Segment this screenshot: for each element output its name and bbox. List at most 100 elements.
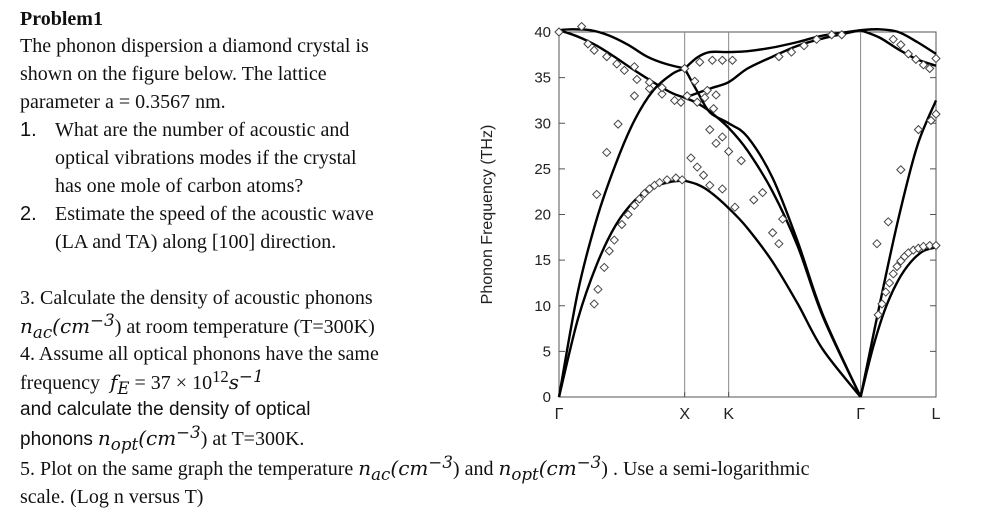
- data-marker: [925, 63, 935, 74]
- data-marker: [657, 82, 667, 93]
- data-marker: [749, 195, 759, 205]
- data-marker: [881, 287, 891, 297]
- q4-tail: ) at T=300K.: [200, 428, 305, 450]
- data-marker: [774, 238, 784, 249]
- data-marker: [644, 77, 655, 87]
- data-marker: [629, 91, 640, 101]
- data-marker: [609, 235, 620, 245]
- data-marker: [711, 138, 721, 149]
- q4-line-3: and calculate the density of optical: [20, 399, 311, 420]
- data-marker: [931, 53, 941, 64]
- data-marker: [736, 155, 746, 166]
- data-marker: [717, 132, 728, 142]
- data-marker: [583, 39, 593, 49]
- x-tick-label: K: [723, 406, 734, 423]
- data-marker: [903, 49, 914, 59]
- q5-unit1: (cm: [390, 456, 429, 480]
- x-tick-label: X: [679, 406, 690, 423]
- data-marker: [695, 57, 705, 67]
- data-marker: [619, 65, 630, 76]
- y-tick-labels: 0 5 10 15 20 25 30 35 40: [534, 24, 936, 406]
- dispersion-branch-1: [558, 28, 685, 70]
- q2-line-2: (LA and TA) along [100] direction.: [55, 231, 337, 253]
- data-marker: [705, 180, 715, 191]
- data-marker: [888, 269, 898, 279]
- data-marker: [662, 175, 672, 185]
- data-marker: [774, 51, 784, 62]
- data-marker: [593, 284, 603, 295]
- q5-var2: n: [498, 456, 512, 480]
- data-marker: [702, 85, 712, 96]
- problem-title: Problem1: [20, 8, 103, 30]
- intro-line-3: parameter a = 0.3567 nm.: [20, 91, 226, 113]
- data-marker: [723, 146, 734, 157]
- data-marker: [599, 262, 609, 273]
- q5-line-1: 5. Plot on the same graph the temperatur…: [20, 454, 810, 484]
- x-tick-label: L: [932, 406, 941, 423]
- y-tick-label: 20: [534, 207, 551, 224]
- data-marker: [589, 45, 599, 55]
- data-marker: [872, 238, 882, 249]
- data-marker: [634, 194, 645, 204]
- data-marker: [707, 55, 718, 65]
- q5-tail: ) . Use a semi-logarithmic: [601, 458, 810, 480]
- data-marker: [931, 109, 941, 119]
- q5-unit2: (cm: [538, 456, 577, 480]
- data-marker: [913, 124, 924, 135]
- data-marker: [877, 299, 887, 309]
- data-marker: [717, 184, 728, 194]
- data-marker: [767, 228, 778, 238]
- data-marker: [705, 124, 715, 135]
- y-tick-label: 40: [534, 24, 551, 41]
- y-tick-label: 35: [534, 70, 551, 87]
- q1-line-2: optical vibrations modes if the crystal: [55, 147, 357, 169]
- data-marker: [926, 115, 936, 126]
- data-marker: [911, 54, 921, 65]
- data-marker: [711, 90, 721, 100]
- data-marker: [717, 55, 728, 65]
- data-marker: [690, 76, 700, 86]
- data-marker: [884, 278, 895, 288]
- data-marker: [888, 34, 898, 45]
- chart-frame: [558, 31, 937, 398]
- data-marker: [602, 147, 612, 158]
- q4-unit2: (cm: [138, 426, 177, 450]
- q3-unit: (cm: [52, 314, 91, 338]
- data-marker: [629, 61, 640, 72]
- data-marker: [654, 177, 665, 188]
- q4-line-2: frequency fE = 37 × 1012s−1: [20, 367, 264, 397]
- data-marker: [692, 162, 702, 172]
- dispersion-branch-9: [684, 96, 862, 398]
- data-marker: [757, 187, 768, 198]
- data-marker: [799, 40, 809, 51]
- data-marker: [837, 30, 847, 40]
- q3-line-2: nac(cm−3) at room temperature (T=300K): [20, 312, 375, 341]
- y-tick-label: 10: [534, 298, 551, 315]
- data-marker: [632, 74, 642, 85]
- data-marker: [896, 40, 906, 50]
- y-tick-label: 15: [534, 252, 551, 269]
- intro-line-1: The phonon dispersion a diamond crystal …: [20, 35, 369, 57]
- q5-start: 5. Plot on the same graph the temperatur…: [20, 458, 354, 480]
- data-marker: [639, 188, 650, 199]
- data-marker: [604, 246, 614, 256]
- data-marker: [677, 175, 687, 185]
- data-marker: [692, 97, 702, 107]
- dispersion-branch-12: [859, 99, 938, 398]
- q4-exp: 12: [212, 367, 229, 386]
- data-marker: [657, 89, 667, 99]
- dispersion-branch-3: [557, 179, 685, 398]
- dispersion-curves: [557, 28, 938, 398]
- data-marker: [931, 240, 941, 251]
- q3-tail: ) at room temperature (T=300K): [114, 316, 375, 338]
- data-marker: [686, 153, 696, 163]
- data-marker: [777, 214, 788, 224]
- q3-line-1: 3. Calculate the density of acoustic pho…: [20, 287, 373, 309]
- data-marker: [918, 60, 929, 70]
- data-marker: [623, 209, 633, 220]
- data-marker: [873, 310, 883, 320]
- y-tick-label: 25: [534, 161, 551, 178]
- q5-sub1: ac: [371, 465, 391, 484]
- data-marker: [708, 103, 719, 114]
